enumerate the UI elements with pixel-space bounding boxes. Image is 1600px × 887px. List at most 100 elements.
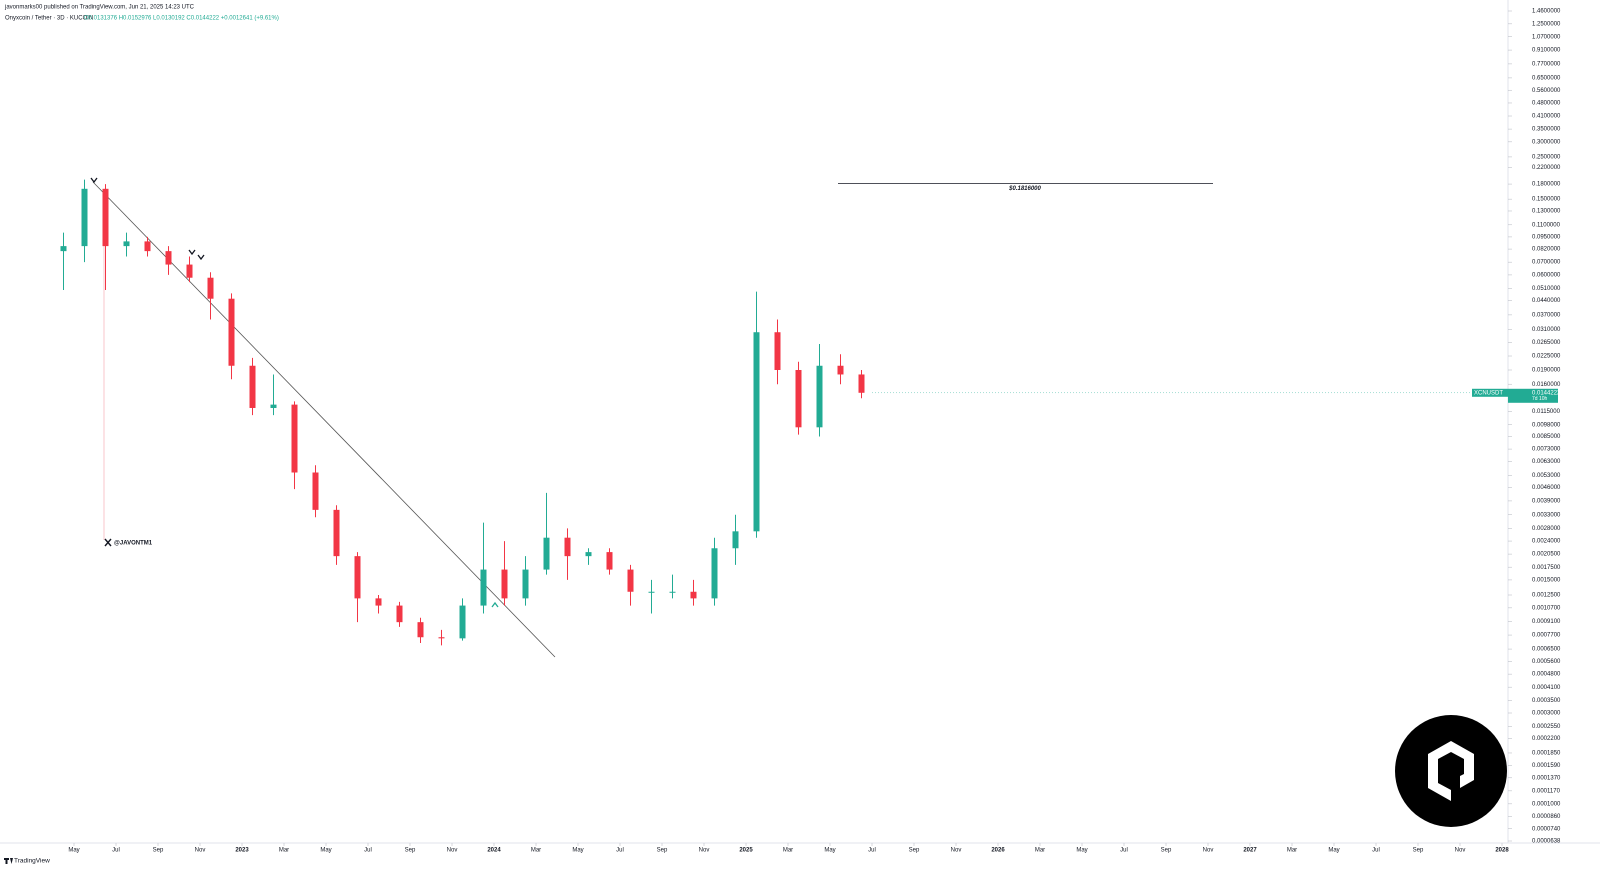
x-tick-label: Nov	[447, 848, 458, 854]
y-tick-label: 0.0003500	[1532, 698, 1561, 704]
symbol: Onyxcoin / Tether · 3D · KUCOIN	[5, 16, 93, 22]
y-tick-label: 0.0053000	[1532, 473, 1561, 479]
x-tick-label: 2026	[991, 848, 1005, 854]
candle-body	[606, 552, 613, 570]
y-tick-label: 0.0004800	[1532, 672, 1561, 678]
price-tag	[1508, 388, 1558, 403]
candle-body	[690, 591, 697, 599]
y-tick-label: 0.0950000	[1532, 234, 1561, 240]
footer-logo	[4, 858, 13, 864]
y-tick-label: 0.0310000	[1532, 327, 1561, 333]
y-tick-label: 0.0003000	[1532, 711, 1561, 717]
y-tick-label: 0.2500000	[1532, 154, 1561, 160]
y-tick-label: 0.0190000	[1532, 368, 1561, 374]
x-tick-label: 2027	[1243, 848, 1257, 854]
x-tick-label: May	[1328, 848, 1339, 854]
candle-body	[186, 264, 193, 278]
candle-body	[585, 552, 592, 557]
x-tick-label: 2024	[487, 848, 501, 854]
price-tag-label: 0.0144222	[1532, 390, 1561, 396]
y-tick-label: 0.0098000	[1532, 422, 1561, 428]
x-tick-label: Sep	[153, 848, 164, 854]
y-tick-label: 0.0028000	[1532, 526, 1561, 532]
x-tick-label: Mar	[279, 848, 289, 854]
candle-body	[480, 569, 487, 606]
y-tick-label: 0.0115000	[1532, 409, 1561, 415]
candle-body	[375, 598, 382, 606]
x-tick-label: Sep	[405, 848, 416, 854]
candle-body	[753, 332, 760, 532]
y-tick-label: 0.0010700	[1532, 605, 1561, 611]
candle-body	[648, 591, 655, 593]
candle-body	[207, 277, 214, 299]
x-tick-label: Mar	[1035, 848, 1045, 854]
y-tick-label: 0.0024000	[1532, 539, 1561, 545]
brand-logo	[1395, 715, 1507, 827]
x-tick-label: Sep	[1161, 848, 1172, 854]
x-logo	[104, 538, 112, 547]
candle-body	[81, 188, 88, 247]
y-tick-label: 0.0000860	[1532, 814, 1561, 820]
x-tick-label: Nov	[951, 848, 962, 854]
candle-body	[60, 246, 67, 252]
x-tick-label: 2023	[235, 848, 249, 854]
y-tick-label: 0.0006500	[1532, 647, 1561, 653]
y-tick-label: 0.0020500	[1532, 552, 1561, 558]
y-tick-label: 0.0820000	[1532, 247, 1561, 253]
y-tick-label: 0.4100000	[1532, 114, 1561, 120]
y-tick-label: 0.0700000	[1532, 260, 1561, 266]
x-tick-label: May	[68, 848, 79, 854]
y-tick-label: 0.0000638	[1532, 839, 1561, 845]
candle-body	[459, 605, 466, 639]
x-tick-label: 2028	[1495, 848, 1509, 854]
y-tick-label: 0.0160000	[1532, 382, 1561, 388]
candle-body	[123, 241, 130, 247]
y-tick-label: 0.0017500	[1532, 565, 1561, 571]
y-tick-label: 0.0001370	[1532, 775, 1561, 781]
candle-body	[501, 569, 508, 599]
y-tick-label: 0.0370000	[1532, 312, 1561, 318]
x-tick-label: Jul	[1372, 848, 1380, 854]
publisher: javonmarks00 published on TradingView.co…	[4, 5, 195, 11]
candle-body	[438, 637, 445, 639]
x-tick-label: Nov	[1455, 848, 1466, 854]
symbol-tag	[1472, 388, 1508, 397]
y-tick-label: 0.0046000	[1532, 485, 1561, 491]
x-tick-label: Mar	[531, 848, 541, 854]
y-tick-label: 0.0600000	[1532, 272, 1561, 278]
y-tick-label: 1.0700000	[1532, 34, 1561, 40]
y-tick-label: 0.0012500	[1532, 593, 1561, 599]
candle-body	[627, 569, 634, 592]
x-tick-label: Jul	[868, 848, 876, 854]
footer: TradingView	[14, 858, 50, 865]
y-tick-label: 0.0009100	[1532, 619, 1561, 625]
y-tick-label: 0.4800000	[1532, 101, 1561, 107]
candle-body	[795, 369, 802, 428]
y-tick-label: 0.6500000	[1532, 75, 1561, 81]
x-tick-label: Sep	[909, 848, 920, 854]
y-tick-label: 0.0000740	[1532, 826, 1561, 832]
y-tick-label: 0.0085000	[1532, 434, 1561, 440]
candle-body	[816, 365, 823, 428]
y-tick-label: 0.1800000	[1532, 182, 1561, 188]
target-label: $0.1816000	[1008, 186, 1041, 192]
y-tick-label: 0.0002200	[1532, 736, 1561, 742]
y-tick-label: 0.2200000	[1532, 165, 1561, 171]
y-tick-label: 0.0440000	[1532, 298, 1561, 304]
candle-body	[249, 365, 256, 408]
y-tick-label: 0.0001170	[1532, 788, 1561, 794]
candle-body	[417, 622, 424, 638]
candle-body	[837, 365, 844, 375]
x-tick-label: Jul	[1120, 848, 1128, 854]
y-tick-label: 0.0001000	[1532, 801, 1561, 807]
candle-body	[354, 556, 361, 599]
y-tick-label: 0.5600000	[1532, 88, 1561, 94]
chevron-marks	[90, 177, 205, 261]
y-tick-label: 0.0063000	[1532, 459, 1561, 465]
y-tick-label: 0.0039000	[1532, 498, 1561, 504]
x-tick-label: Sep	[657, 848, 668, 854]
x-tick-label: Sep	[1413, 848, 1424, 854]
y-tick-label: 0.3500000	[1532, 127, 1561, 133]
candle-body	[270, 404, 277, 408]
